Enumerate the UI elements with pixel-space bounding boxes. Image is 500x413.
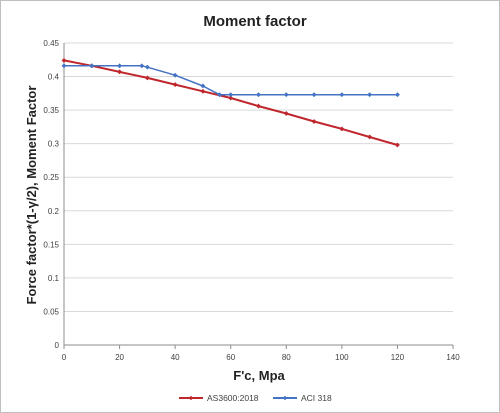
data-point-aci-318 <box>394 92 400 98</box>
legend-item-as3600-2018: AS3600:2018 <box>179 393 259 403</box>
y-tick-label: 0.4 <box>48 73 60 82</box>
data-point-aci-318 <box>228 92 234 98</box>
data-point-as3600-2018 <box>283 110 289 117</box>
data-point-aci-318 <box>339 92 345 98</box>
data-point-aci-318 <box>255 92 262 98</box>
x-tick-label: 100 <box>335 353 349 362</box>
series-lines <box>61 57 400 148</box>
data-point-aci-318 <box>172 72 178 78</box>
y-tick-label: 0.25 <box>43 173 59 182</box>
data-point-aci-318 <box>283 92 289 98</box>
data-point-as3600-2018 <box>172 82 178 88</box>
y-tick-label: 0.15 <box>43 240 59 249</box>
axes <box>63 43 454 349</box>
data-point-aci-318 <box>139 63 145 69</box>
data-point-aci-318 <box>144 64 150 70</box>
x-axis-title: F'c, Mpa <box>233 368 285 383</box>
series-as3600-2018 <box>61 57 400 148</box>
data-point-as3600-2018 <box>144 75 150 81</box>
data-point-aci-318 <box>61 63 67 69</box>
data-point-as3600-2018 <box>255 103 262 109</box>
legend-label: ACI 318 <box>301 393 332 403</box>
x-tick-label: 80 <box>282 353 291 362</box>
y-axis-title: Force factor*(1-γ/2), Moment Factor <box>24 86 39 305</box>
data-point-aci-318 <box>217 92 223 98</box>
data-point-as3600-2018 <box>367 134 373 140</box>
legend: AS3600:2018 ACI 318 <box>179 393 332 403</box>
legend-item-aci-318: ACI 318 <box>273 393 332 403</box>
x-tick-label: 20 <box>115 353 124 362</box>
x-tick-label: 60 <box>226 353 235 362</box>
gridlines <box>64 42 453 312</box>
x-tick-label: 40 <box>171 353 180 362</box>
series-aci-318 <box>61 63 400 98</box>
data-point-aci-318 <box>89 63 95 69</box>
y-tick-label: 0.2 <box>48 207 60 216</box>
chart-title: Moment factor <box>203 13 307 30</box>
y-tick-label: 0.1 <box>48 274 60 283</box>
legend-marker <box>188 395 194 401</box>
y-tick-label: 0.35 <box>43 106 59 115</box>
data-point-as3600-2018 <box>311 118 317 125</box>
x-tick-label: 0 <box>62 353 67 362</box>
y-tick-label: 0 <box>55 341 60 350</box>
data-point-as3600-2018 <box>228 95 234 101</box>
x-tick-label: 140 <box>446 353 460 362</box>
legend-label: AS3600:2018 <box>207 393 259 403</box>
legend-marker <box>282 395 288 401</box>
tick-labels: 0 0.05 0.1 0.15 0.2 0.25 0.3 0.35 0.4 0.45 0 20 40 60… <box>43 39 460 362</box>
y-tick-label: 0.3 <box>48 140 60 149</box>
series-line-as3600-2018 <box>63 59 398 146</box>
data-point-as3600-2018 <box>339 126 345 132</box>
data-point-as3600-2018 <box>117 69 123 75</box>
data-point-aci-318 <box>117 63 123 69</box>
y-tick-label: 0.45 <box>43 39 59 48</box>
data-point-aci-318 <box>367 92 373 98</box>
data-point-as3600-2018 <box>200 88 206 94</box>
x-tick-label: 120 <box>391 353 405 362</box>
y-tick-label: 0.05 <box>43 307 59 316</box>
data-point-aci-318 <box>311 92 317 98</box>
data-point-as3600-2018 <box>61 57 67 64</box>
data-point-as3600-2018 <box>394 142 400 148</box>
data-point-aci-318 <box>200 83 206 89</box>
